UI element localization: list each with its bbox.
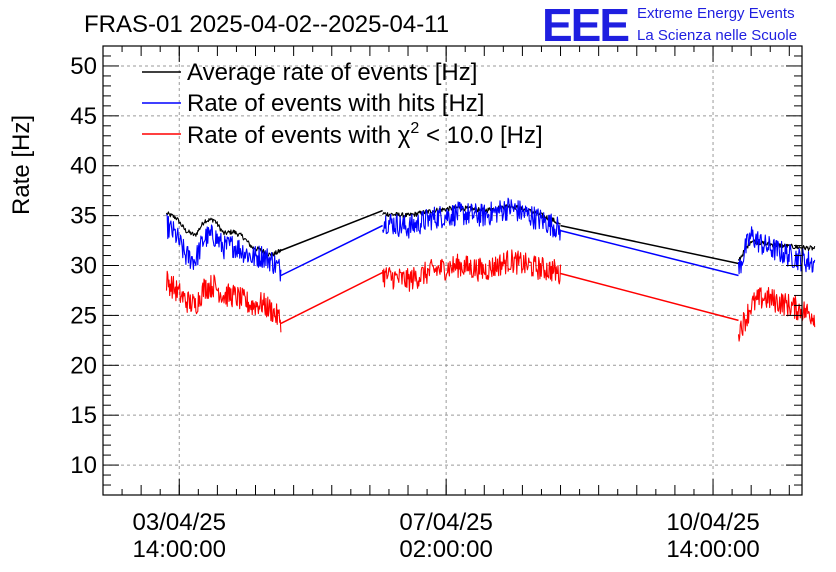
plot-frame — [102, 45, 803, 496]
y-tick-label: 50 — [70, 53, 97, 80]
series-1-segment — [382, 197, 562, 241]
legend: Average rate of events [Hz] Rate of even… — [142, 59, 543, 149]
chart-title: FRAS-01 2025-04-02--2025-04-11 — [84, 11, 449, 38]
x-tick-label-time: 14:00:00 — [133, 536, 226, 563]
eee-logo-line1: Extreme Energy Events — [637, 5, 795, 22]
series-layer — [165, 197, 816, 342]
x-tick-label-time: 02:00:00 — [399, 536, 492, 563]
y-tick-label: 15 — [70, 402, 97, 429]
legend-chi2-suffix: < 10.0 [Hz] — [419, 122, 542, 149]
legend-label-hits: Rate of events with hits [Hz] — [187, 90, 484, 117]
series-1-segment — [737, 226, 816, 275]
y-tick-label: 40 — [70, 153, 97, 180]
series-0-segment — [280, 209, 383, 252]
series-2-segment — [165, 270, 282, 333]
x-tick-label-time: 14:00:00 — [666, 536, 759, 563]
series-1-segment — [560, 229, 739, 277]
series-2-segment — [382, 249, 562, 292]
series-2 — [165, 249, 816, 342]
x-tick-label-date: 07/04/25 — [399, 509, 492, 536]
x-tick-label-date: 10/04/25 — [666, 509, 759, 536]
series-2-segment — [737, 287, 816, 342]
y-tick-label: 10 — [70, 452, 97, 479]
legend-chi2-sup: 2 — [410, 120, 419, 137]
series-1-segment — [165, 214, 282, 282]
eee-logo: EEE Extreme Energy Events La Scienza nel… — [542, 0, 797, 51]
series-0-segment — [560, 224, 739, 265]
series-2-segment — [280, 271, 383, 325]
series-2-segment — [560, 272, 739, 322]
y-tick-label: 30 — [70, 253, 97, 280]
eee-logo-line2: La Scienza nelle Scuole — [637, 27, 797, 44]
y-tick-label: 45 — [70, 103, 97, 130]
y-axis-label: Rate [Hz] — [8, 115, 35, 215]
y-tick-label: 25 — [70, 302, 97, 329]
legend-label-average: Average rate of events [Hz] — [187, 59, 477, 86]
x-tick-label-date: 03/04/25 — [133, 509, 226, 536]
y-tick-label: 20 — [70, 352, 97, 379]
series-1-segment — [280, 224, 383, 277]
eee-logo-mark: EEE — [542, 0, 628, 51]
y-tick-label: 35 — [70, 203, 97, 230]
legend-label-chi2: Rate of events with χ2 < 10.0 [Hz] — [187, 120, 543, 149]
axes: 10152025303540455003/04/2514:00:0007/04/… — [70, 45, 803, 563]
legend-chi2-prefix: Rate of events with χ — [187, 122, 411, 149]
